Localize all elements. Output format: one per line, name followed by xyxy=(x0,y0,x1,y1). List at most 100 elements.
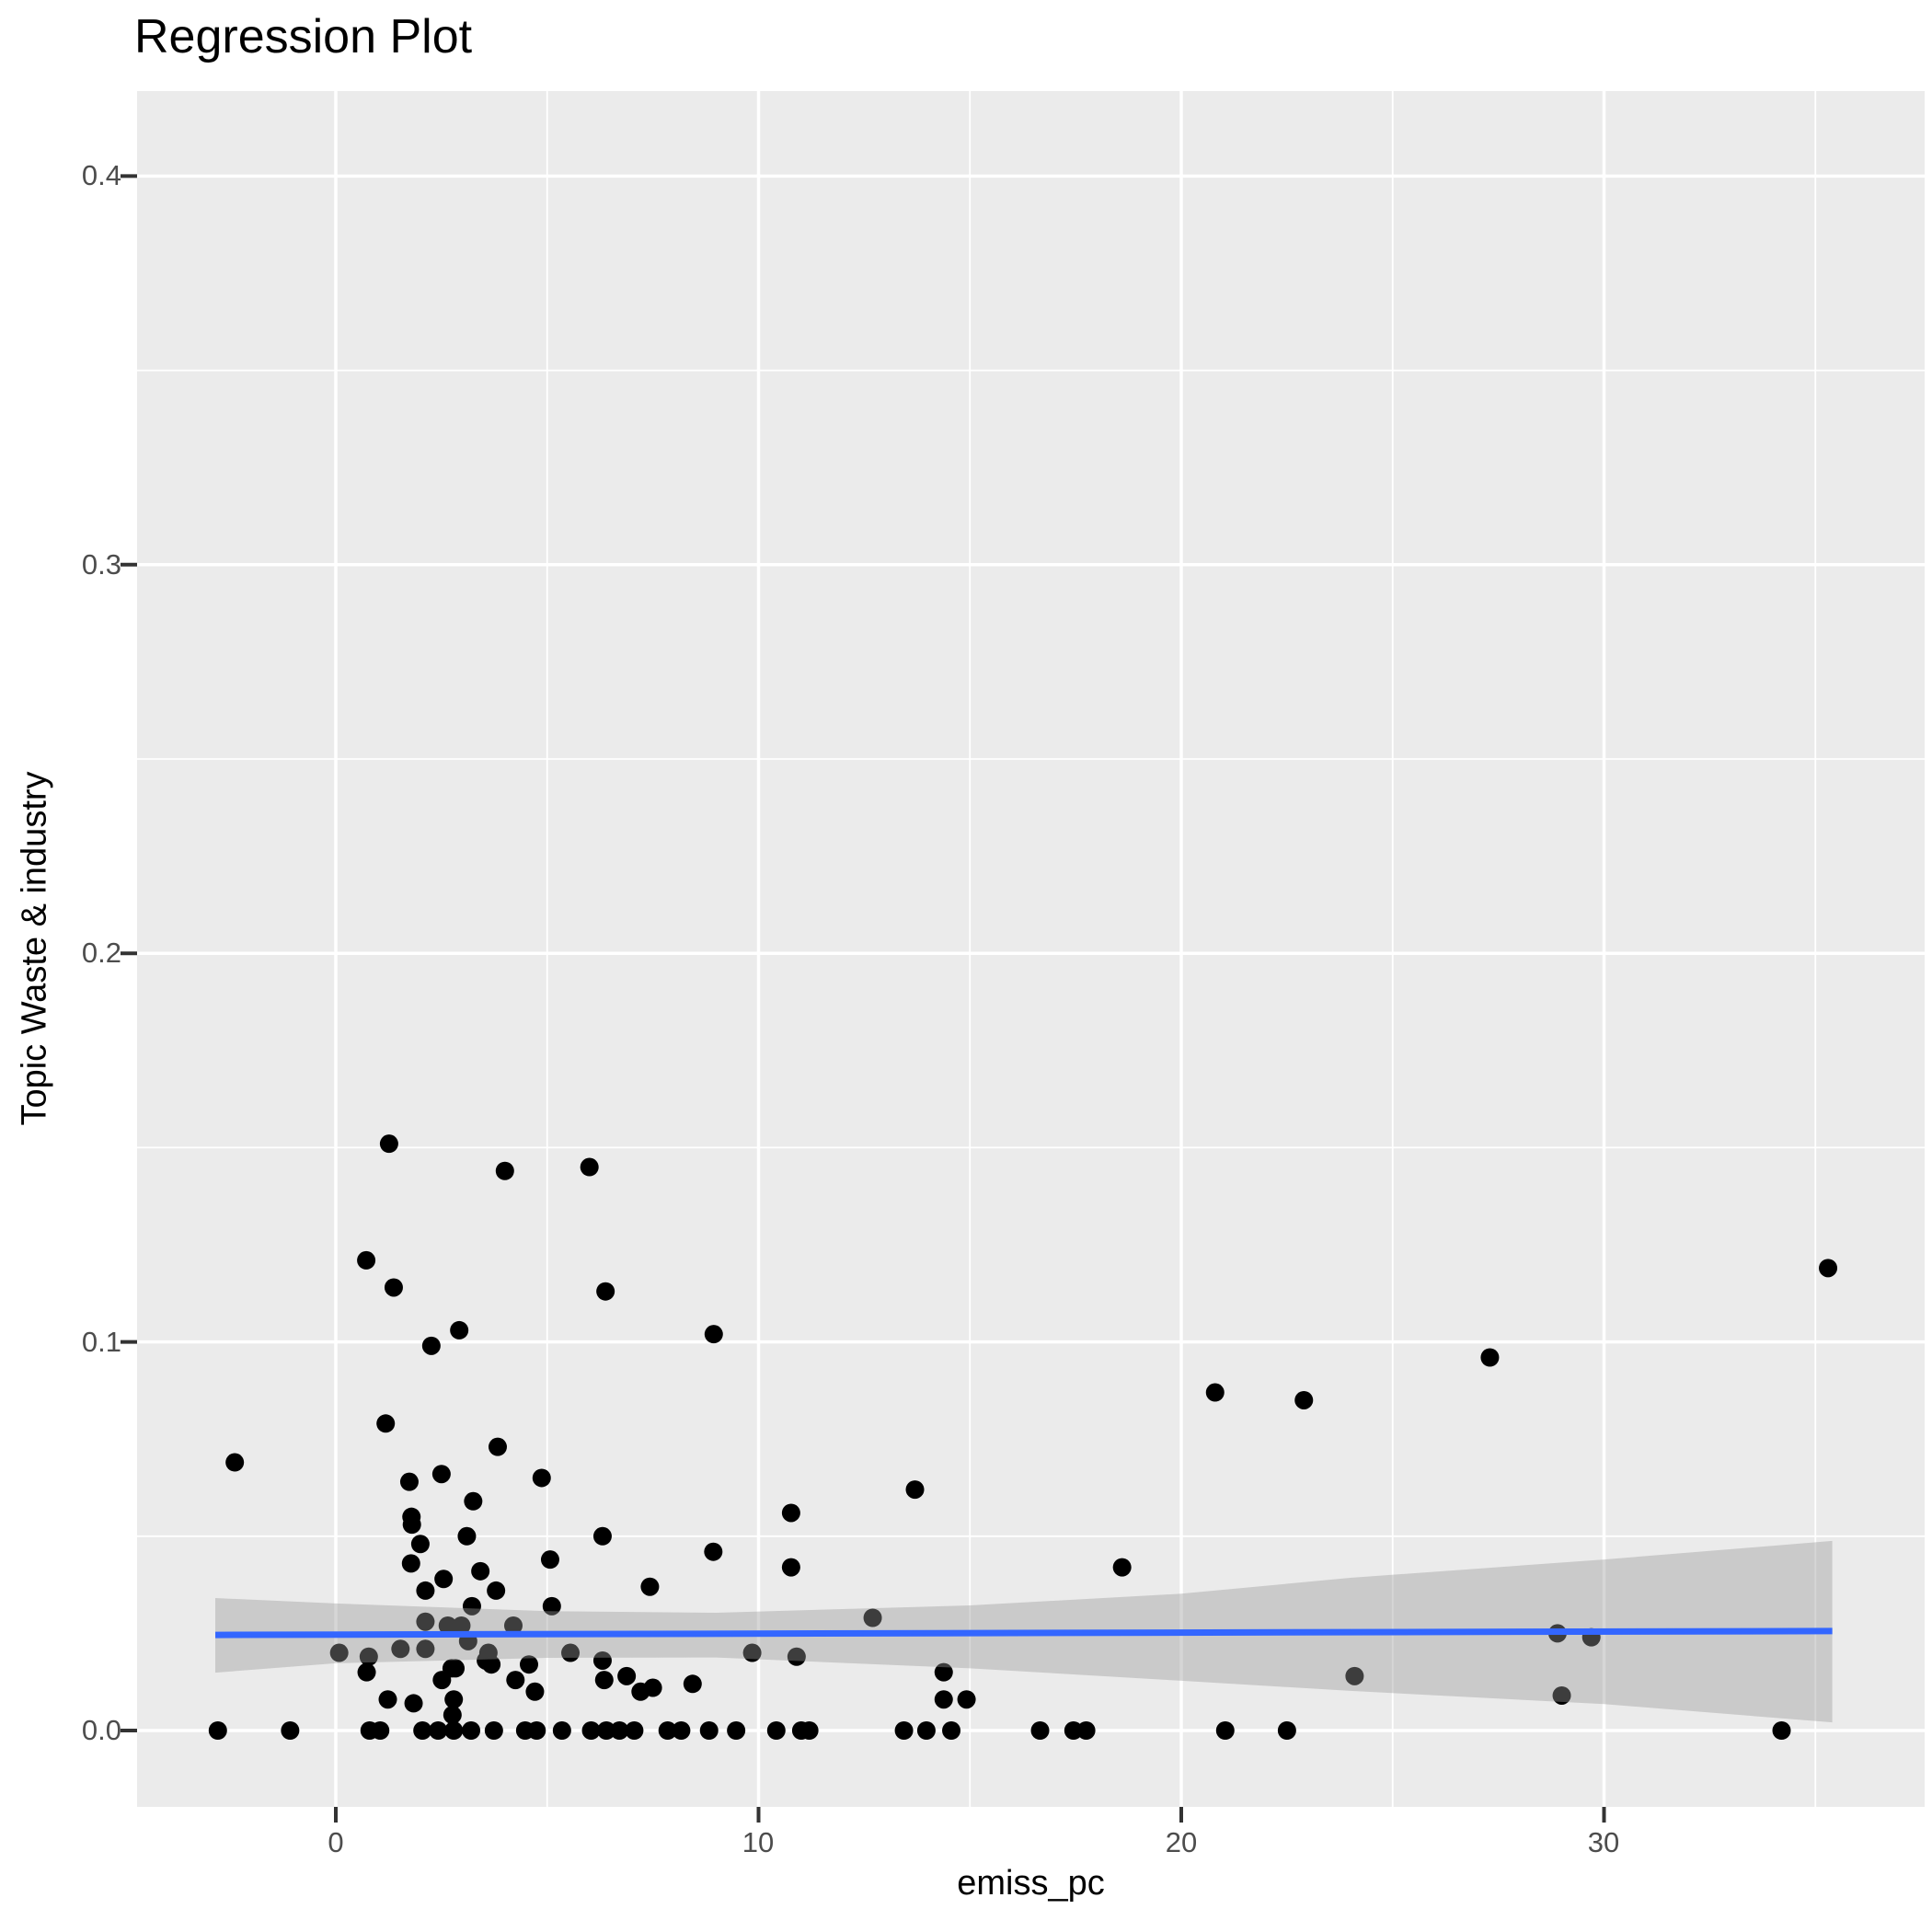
scatter-point xyxy=(957,1690,976,1709)
scatter-point xyxy=(610,1721,629,1740)
scatter-point xyxy=(410,1535,430,1554)
x-tick-label: 0 xyxy=(328,1826,344,1858)
scatter-point xyxy=(1215,1721,1235,1740)
scatter-point xyxy=(934,1690,953,1709)
y-tick-label: 0.3 xyxy=(81,548,121,581)
scatter-point xyxy=(1030,1721,1050,1740)
scatter-point xyxy=(699,1721,719,1740)
scatter-point xyxy=(457,1526,477,1546)
scatter-point xyxy=(781,1558,800,1577)
scatter-point xyxy=(444,1690,464,1709)
scatter-point xyxy=(704,1542,723,1561)
scatter-point xyxy=(640,1577,660,1596)
scatter-point xyxy=(452,1616,471,1635)
scatter-point xyxy=(942,1721,961,1740)
scatter-point xyxy=(416,1581,435,1600)
plot-title: Regression Plot xyxy=(134,10,473,63)
scatter-point xyxy=(597,1721,616,1740)
scatter-point xyxy=(592,1526,612,1546)
scatter-point xyxy=(799,1721,819,1740)
scatter-point xyxy=(462,1721,481,1740)
scatter-point xyxy=(404,1694,423,1713)
x-tick-label: 20 xyxy=(1165,1826,1198,1858)
scatter-point xyxy=(378,1690,397,1709)
scatter-point xyxy=(359,1647,378,1666)
scatter-point xyxy=(401,1554,420,1573)
scatter-point xyxy=(934,1662,953,1682)
scatter-point xyxy=(462,1596,481,1616)
scatter-point xyxy=(1552,1685,1571,1705)
panel-background xyxy=(137,91,1925,1807)
scatter-point xyxy=(1294,1390,1314,1409)
y-tick-label: 0.1 xyxy=(81,1326,121,1358)
scatter-point xyxy=(552,1721,571,1740)
scatter-point xyxy=(471,1561,490,1581)
scatter-point xyxy=(525,1682,545,1701)
scatter-point xyxy=(787,1647,806,1666)
scatter-point xyxy=(1112,1558,1132,1577)
scatter-point xyxy=(399,1472,419,1491)
scatter-point xyxy=(442,1659,461,1678)
scatter-point xyxy=(672,1721,691,1740)
regression-line xyxy=(215,1627,1833,1639)
scatter-point xyxy=(1076,1721,1096,1740)
scatter-point xyxy=(916,1721,936,1740)
scatter-point xyxy=(1277,1721,1296,1740)
scatter-point xyxy=(225,1453,245,1472)
scatter-point xyxy=(371,1721,390,1740)
scatter-point xyxy=(1345,1666,1364,1685)
scatter-point xyxy=(208,1721,227,1740)
scatter-point xyxy=(384,1278,403,1297)
scatter-point xyxy=(329,1643,349,1662)
scatter-point xyxy=(444,1721,464,1740)
scatter-point xyxy=(421,1336,441,1355)
scatter-point xyxy=(495,1161,514,1180)
scatter-point xyxy=(506,1671,525,1690)
scatter-point xyxy=(379,1134,398,1154)
x-axis-title: emiss_pc xyxy=(957,1864,1105,1903)
scatter-point xyxy=(416,1612,435,1631)
scatter-point xyxy=(527,1721,546,1740)
scatter-point xyxy=(658,1721,677,1740)
scatter-point xyxy=(894,1721,914,1740)
scatter-point xyxy=(357,1662,376,1682)
scatter-point xyxy=(561,1643,581,1662)
scatter-point xyxy=(532,1468,551,1488)
scatter-point xyxy=(1819,1259,1838,1278)
scatter-point xyxy=(727,1721,746,1740)
scatter-point xyxy=(1480,1348,1500,1367)
scatter-point xyxy=(413,1721,432,1740)
y-axis-title: Topic Waste & industry xyxy=(15,771,54,1126)
y-tick-label: 0.4 xyxy=(81,159,121,191)
y-tick-label: 0.0 xyxy=(81,1714,121,1746)
scatter-point xyxy=(596,1282,615,1301)
scatter-point xyxy=(281,1721,300,1740)
scatter-point xyxy=(357,1250,376,1270)
scatter-point xyxy=(503,1616,523,1635)
y-tick-label: 0.2 xyxy=(81,937,121,969)
scatter-point xyxy=(431,1465,451,1484)
scatter-point xyxy=(429,1721,448,1740)
scatter-point xyxy=(1064,1721,1083,1740)
scatter-point xyxy=(1772,1721,1791,1740)
scatter-point xyxy=(592,1650,612,1670)
scatter-point xyxy=(488,1437,507,1456)
scatter-point xyxy=(519,1655,538,1674)
scatter-point xyxy=(542,1596,561,1616)
scatter-point xyxy=(1205,1383,1225,1402)
scatter-point xyxy=(416,1639,435,1659)
scatter-point xyxy=(450,1320,469,1340)
scatter-point xyxy=(540,1550,559,1570)
scatter-point xyxy=(766,1721,786,1740)
scatter-point xyxy=(464,1491,483,1511)
scatter-point xyxy=(438,1616,457,1635)
scatter-point xyxy=(594,1671,614,1690)
scatter-point xyxy=(617,1666,637,1685)
scatter-point xyxy=(580,1157,599,1177)
scatter-point xyxy=(905,1480,925,1500)
scatter-point xyxy=(477,1650,496,1670)
scatter-point xyxy=(402,1515,421,1535)
scatter-point xyxy=(581,1721,601,1740)
